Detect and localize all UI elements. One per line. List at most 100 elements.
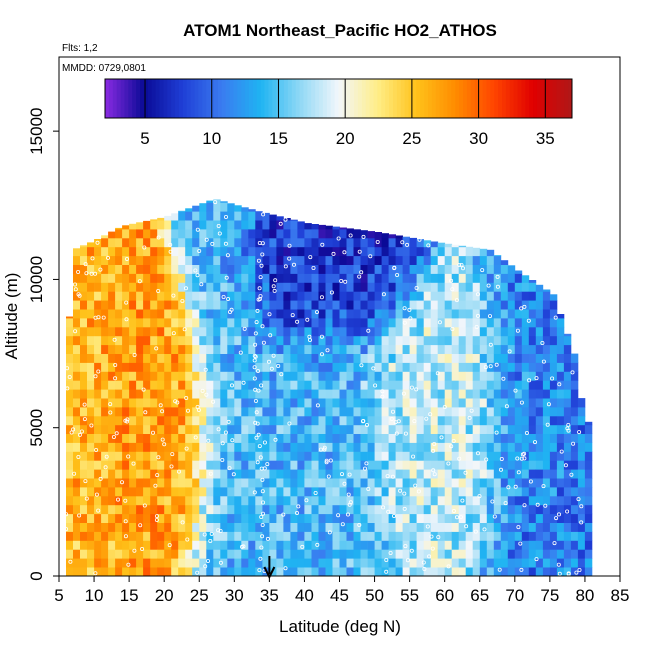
heatmap-cell — [479, 353, 488, 363]
track-point — [565, 509, 570, 514]
heatmap-cell — [339, 227, 347, 230]
heatmap-cell — [577, 469, 586, 479]
heatmap-cell — [171, 353, 179, 363]
heatmap-cell — [136, 424, 144, 434]
heatmap-cell — [535, 540, 544, 550]
heatmap-cell — [318, 380, 326, 390]
heatmap-cell — [283, 531, 291, 541]
heatmap-cell — [122, 540, 130, 550]
colorbar-segment — [108, 79, 114, 118]
heatmap-cell — [262, 478, 270, 488]
x-tick-label: 75 — [540, 586, 559, 605]
heatmap-cell — [381, 380, 389, 390]
heatmap-cell — [570, 469, 579, 479]
heatmap-cell — [227, 291, 235, 301]
heatmap-cell — [87, 326, 95, 337]
heatmap-cell — [486, 273, 495, 283]
heatmap-cell — [318, 531, 326, 541]
track-point — [324, 458, 329, 463]
heatmap-cell — [108, 478, 116, 488]
heatmap-cell — [360, 540, 368, 550]
heatmap-cell — [192, 540, 200, 550]
heatmap-cell — [206, 531, 214, 541]
heatmap-cell — [157, 318, 165, 328]
heatmap-cell — [465, 567, 474, 576]
heatmap-cell — [472, 442, 481, 452]
heatmap-cell — [430, 513, 439, 523]
heatmap-cell — [563, 442, 572, 452]
heatmap-cell — [115, 353, 123, 363]
heatmap-cell — [290, 451, 298, 461]
heatmap-cell — [332, 335, 340, 346]
heatmap-cell — [437, 495, 446, 506]
heatmap-cell — [290, 495, 298, 506]
track-point — [296, 504, 301, 509]
track-point — [76, 292, 81, 297]
heatmap-cell — [346, 380, 354, 390]
heatmap-cell — [332, 451, 340, 461]
track-point — [402, 491, 407, 496]
heatmap-cell — [220, 273, 228, 283]
heatmap-cell — [402, 451, 410, 461]
heatmap-cell — [395, 255, 403, 265]
track-point — [375, 239, 380, 244]
heatmap-cell — [535, 326, 544, 337]
heatmap-cell — [409, 513, 417, 523]
heatmap-cell — [556, 353, 565, 363]
heatmap-cell — [87, 255, 95, 265]
y-tick-label: 0 — [27, 571, 46, 580]
y-tick-label: 10000 — [27, 256, 46, 303]
heatmap-cell — [409, 415, 417, 426]
track-point — [238, 350, 243, 355]
heatmap-cell — [318, 255, 326, 265]
track-point — [116, 497, 121, 502]
heatmap-cell — [423, 282, 432, 292]
heatmap-cell — [479, 451, 488, 461]
heatmap-cell — [353, 478, 361, 488]
heatmap-cell — [73, 415, 81, 426]
heatmap-cell — [290, 540, 298, 550]
heatmap-cell — [381, 371, 389, 381]
heatmap-cell — [416, 513, 424, 523]
heatmap-cell — [178, 291, 186, 301]
heatmap-cell — [87, 558, 95, 568]
heatmap-cell — [150, 291, 158, 301]
track-point — [221, 294, 226, 299]
heatmap-cell — [101, 362, 109, 372]
track-point — [305, 317, 310, 322]
heatmap-cell — [346, 540, 354, 550]
heatmap-cell — [549, 522, 558, 532]
heatmap-cell — [325, 300, 333, 310]
track-point — [273, 437, 278, 442]
track-point — [519, 567, 524, 572]
heatmap-cell — [304, 344, 312, 354]
track-point — [254, 435, 259, 440]
heatmap-cell — [402, 558, 410, 568]
heatmap-cell — [129, 380, 137, 390]
heatmap-cell — [444, 318, 453, 328]
colorbar-segment — [470, 79, 476, 118]
heatmap-cell — [122, 362, 130, 372]
heatmap-cell — [171, 309, 179, 319]
heatmap-cell — [276, 567, 284, 576]
colorbar-segment — [525, 79, 530, 118]
heatmap-cell — [220, 380, 228, 390]
heatmap-cell — [472, 504, 481, 515]
heatmap-cell — [66, 326, 74, 337]
heatmap-cell — [192, 522, 200, 532]
heatmap-cell — [353, 460, 361, 470]
heatmap-cell — [423, 291, 432, 301]
track-point — [319, 295, 324, 300]
heatmap-cell — [570, 442, 579, 452]
heatmap-cell — [73, 558, 81, 568]
heatmap-cell — [87, 451, 95, 461]
heatmap-cell — [570, 567, 579, 576]
heatmap-cell — [311, 513, 319, 523]
heatmap-cell — [444, 380, 453, 390]
heatmap-cell — [339, 353, 347, 363]
heatmap-cell — [500, 540, 509, 550]
heatmap-cell — [80, 442, 88, 452]
track-point — [435, 371, 440, 376]
heatmap-cell — [248, 460, 256, 470]
track-point — [72, 471, 77, 476]
